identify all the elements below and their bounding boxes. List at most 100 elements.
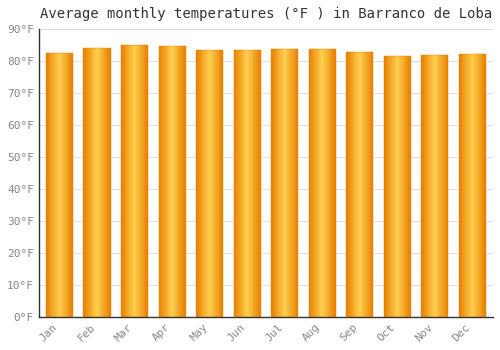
Bar — [88, 48, 89, 317]
Bar — [108, 48, 110, 317]
Bar — [137, 45, 138, 317]
Bar — [427, 55, 428, 317]
Bar — [173, 46, 174, 317]
Bar — [121, 45, 122, 317]
Bar — [220, 50, 222, 317]
Bar — [406, 56, 408, 317]
Bar — [386, 56, 388, 317]
Bar — [176, 46, 178, 317]
Bar — [70, 53, 71, 317]
Bar — [326, 49, 327, 317]
Bar — [289, 49, 290, 317]
Bar — [446, 55, 448, 317]
Bar — [105, 48, 106, 317]
Bar — [445, 55, 446, 317]
Bar — [370, 52, 372, 317]
Bar — [217, 50, 218, 317]
Bar — [52, 53, 53, 317]
Bar — [466, 54, 467, 317]
Bar — [369, 52, 370, 317]
Bar — [469, 54, 470, 317]
Bar — [294, 49, 296, 317]
Bar — [84, 48, 86, 317]
Bar — [97, 48, 98, 317]
Bar — [391, 56, 392, 317]
Bar — [428, 55, 430, 317]
Bar — [65, 53, 66, 317]
Bar — [236, 50, 238, 317]
Bar — [278, 49, 280, 317]
Bar — [204, 50, 205, 317]
Bar — [313, 49, 314, 317]
Bar — [71, 53, 72, 317]
Bar — [72, 53, 73, 317]
Bar — [215, 50, 216, 317]
Bar — [422, 55, 423, 317]
Bar — [141, 45, 142, 317]
Bar — [399, 56, 400, 317]
Bar — [400, 56, 401, 317]
Bar — [168, 46, 170, 317]
Bar — [354, 52, 356, 317]
Bar — [132, 45, 134, 317]
Bar — [102, 48, 104, 317]
Bar — [280, 49, 281, 317]
Bar — [314, 49, 315, 317]
Bar — [360, 52, 362, 317]
Bar — [107, 48, 108, 317]
Bar — [398, 56, 399, 317]
Bar — [128, 45, 129, 317]
Bar — [320, 49, 322, 317]
Bar — [480, 54, 482, 317]
Bar — [308, 49, 310, 317]
Bar — [124, 45, 126, 317]
Bar — [241, 50, 242, 317]
Bar — [312, 49, 314, 317]
Bar — [132, 45, 133, 317]
Bar — [50, 53, 51, 317]
Bar — [184, 46, 186, 317]
Bar — [239, 50, 240, 317]
Bar — [158, 46, 160, 317]
Bar — [174, 46, 175, 317]
Bar — [308, 49, 336, 317]
Bar — [63, 53, 64, 317]
Bar — [317, 49, 318, 317]
Bar — [271, 49, 298, 317]
Bar — [356, 52, 357, 317]
Bar — [175, 46, 176, 317]
Bar — [234, 50, 236, 317]
Bar — [315, 49, 316, 317]
Bar — [440, 55, 441, 317]
Bar — [197, 50, 198, 317]
Bar — [181, 46, 182, 317]
Bar — [250, 50, 251, 317]
Bar — [325, 49, 326, 317]
Bar — [465, 54, 466, 317]
Bar — [390, 56, 391, 317]
Bar — [170, 46, 171, 317]
Bar — [478, 54, 479, 317]
Bar — [276, 49, 278, 317]
Bar — [436, 55, 438, 317]
Bar — [259, 50, 260, 317]
Bar — [459, 54, 460, 317]
Bar — [90, 48, 92, 317]
Bar — [53, 53, 54, 317]
Bar — [348, 52, 349, 317]
Bar — [393, 56, 394, 317]
Bar — [334, 49, 335, 317]
Bar — [484, 54, 485, 317]
Bar — [388, 56, 390, 317]
Bar — [410, 56, 411, 317]
Bar — [407, 56, 408, 317]
Bar — [160, 46, 162, 317]
Bar — [333, 49, 334, 317]
Bar — [323, 49, 324, 317]
Bar — [98, 48, 99, 317]
Bar — [483, 54, 484, 317]
Bar — [238, 50, 239, 317]
Bar — [326, 49, 328, 317]
Bar — [210, 50, 212, 317]
Bar — [222, 50, 223, 317]
